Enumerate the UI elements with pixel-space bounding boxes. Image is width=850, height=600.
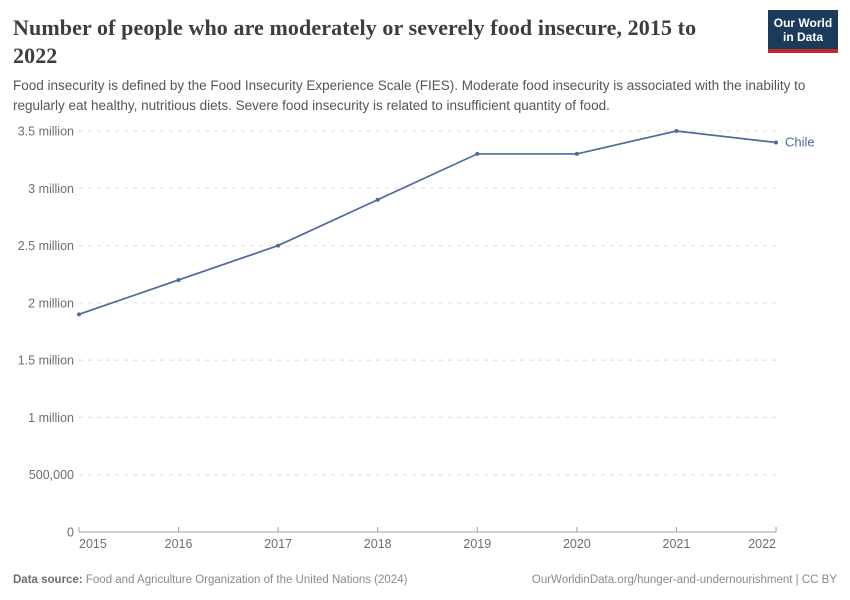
y-tick-label: 1 million <box>28 411 74 425</box>
series-label[interactable]: Chile <box>785 134 815 149</box>
y-tick-label: 3.5 million <box>18 125 74 139</box>
attribution-link[interactable]: OurWorldinData.org/hunger-and-undernouri… <box>531 574 837 586</box>
x-tick-label: 2021 <box>663 537 691 551</box>
x-tick-label: 2016 <box>165 537 193 551</box>
x-tick-label: 2022 <box>748 537 776 551</box>
y-tick-label: 500,000 <box>29 468 74 482</box>
y-tick-label: 1.5 million <box>18 354 74 368</box>
data-point[interactable] <box>674 129 679 133</box>
y-tick-label: 2 million <box>28 296 74 310</box>
owid-logo-line1: Our World <box>773 15 833 30</box>
x-tick-label: 2020 <box>563 537 591 551</box>
x-tick-label: 2018 <box>364 537 392 551</box>
y-tick-label: 2.5 million <box>18 239 74 253</box>
data-point[interactable] <box>176 277 181 282</box>
owid-logo-line2: in Data <box>782 29 823 44</box>
data-point[interactable] <box>574 151 579 156</box>
chart-title: Number of people who are moderately or s… <box>13 15 697 68</box>
chart-footer: Data source: Food and Agriculture Organi… <box>13 573 837 587</box>
data-point[interactable] <box>375 197 380 202</box>
data-source-text: Food and Agriculture Organization of the… <box>85 574 408 586</box>
chart-subtitle: Food insecurity is defined by the Food I… <box>13 78 806 113</box>
x-tick-label: 2019 <box>463 537 491 551</box>
x-tick-label: 2017 <box>264 537 292 551</box>
series-line[interactable] <box>78 130 777 316</box>
data-source-label: Data source: <box>13 574 83 586</box>
x-tick-label: 2015 <box>79 537 107 551</box>
y-tick-label: 0 <box>67 526 74 540</box>
y-tick-label: 3 million <box>28 182 74 196</box>
data-point[interactable] <box>276 243 281 248</box>
data-point[interactable] <box>77 312 81 317</box>
data-point[interactable] <box>774 140 778 145</box>
owid-logo[interactable]: Our World in Data <box>768 10 838 53</box>
data-source: Data source: Food and Agriculture Organi… <box>13 573 407 587</box>
data-point[interactable] <box>475 151 480 156</box>
